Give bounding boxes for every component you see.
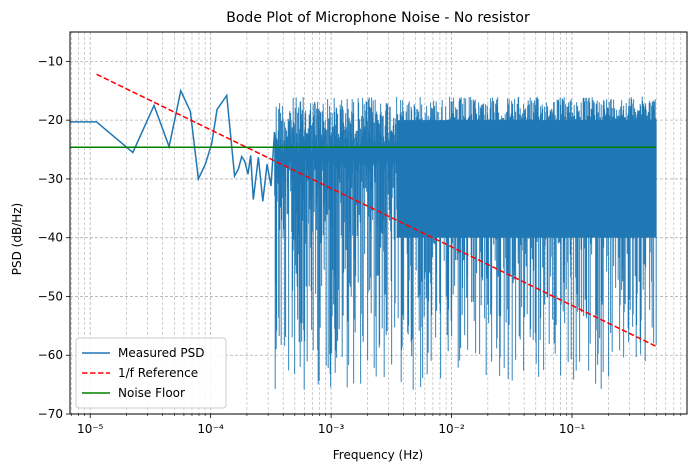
x-tick-label: 10⁻⁵ xyxy=(77,422,104,436)
y-axis-title: PSD (dB/Hz) xyxy=(10,203,24,276)
x-tick-label: 10⁻¹ xyxy=(559,422,586,436)
series-line-measured-psd xyxy=(70,88,276,202)
chart-title: Bode Plot of Microphone Noise - No resis… xyxy=(226,10,530,26)
legend-label: Measured PSD xyxy=(118,346,205,360)
y-tick-label: −60 xyxy=(38,348,63,362)
x-tick-label: 10⁻⁴ xyxy=(197,422,224,436)
legend-label: Noise Floor xyxy=(118,386,185,400)
y-axis: −10 −20 −30 −40 −50 −60 −70 xyxy=(38,54,70,421)
y-tick-label: −10 xyxy=(38,54,63,68)
x-tick-label: 10⁻² xyxy=(438,422,465,436)
legend-label: 1/f Reference xyxy=(118,366,198,380)
y-tick-label: −30 xyxy=(38,172,63,186)
x-axis: 10⁻⁵ 10⁻⁴ 10⁻³ 10⁻² 10⁻¹ xyxy=(71,414,682,436)
plot-frame xyxy=(69,31,688,415)
y-tick-label: −40 xyxy=(38,231,63,245)
y-tick-label: −20 xyxy=(38,113,63,127)
y-tick-label: −50 xyxy=(38,289,63,303)
legend-box xyxy=(75,337,227,409)
legend: Measured PSD 1/f Reference Noise Floor xyxy=(75,337,227,409)
x-axis-title: Frequency (Hz) xyxy=(333,448,424,462)
x-tick-label: 10⁻³ xyxy=(318,422,345,436)
measured-psd-core xyxy=(396,120,657,238)
plot-area xyxy=(70,73,657,390)
y-tick-label: −70 xyxy=(38,407,63,421)
